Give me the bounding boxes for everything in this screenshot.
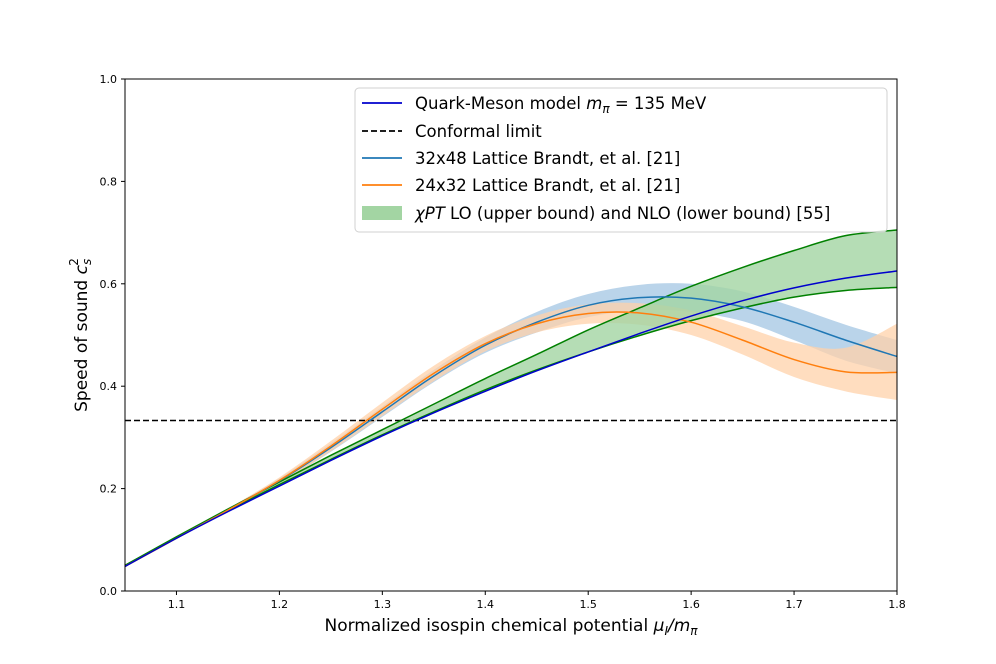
y-tick-label: 0.8 (100, 175, 118, 188)
y-tick-label: 0.4 (100, 380, 118, 393)
legend-label-conformal-limit: Conformal limit (415, 122, 542, 141)
x-tick-label: 1.2 (271, 598, 289, 611)
line-24x32-lattice (124, 311, 898, 568)
y-tick-label: 0.6 (100, 278, 118, 291)
legend-box (354, 87, 888, 233)
y-tick-label: 1.0 (100, 73, 118, 86)
x-tick-label: 1.1 (168, 598, 186, 611)
x-ticks: 1.1 1.2 1.3 1.4 1.5 1.6 1.7 1.8 (168, 591, 906, 611)
plot-frame (124, 78, 898, 592)
legend-label-chipt: χPT LO (upper bound) and NLO (lower boun… (414, 204, 830, 223)
legend-label-24x32-lattice: 24x32 Lattice Brandt, et al. [21] (415, 176, 680, 195)
y-axis-label: Speed of sound cs2 (67, 258, 94, 412)
line-quark-meson (124, 270, 898, 568)
x-axis-label: Normalized isospin chemical potential μI… (324, 616, 698, 638)
legend-label-32x48-lattice: 32x48 Lattice Brandt, et al. [21] (415, 149, 680, 168)
x-tick-label: 1.7 (785, 598, 803, 611)
x-tick-label: 1.6 (682, 598, 700, 611)
legend-swatch-chipt (362, 206, 402, 220)
band-chipt (125, 230, 897, 566)
y-tick-label: 0.0 (100, 585, 118, 598)
lines-layer (124, 229, 898, 568)
legend: Quark-Meson model mπ = 135 MeV Conformal… (354, 87, 888, 233)
legend-label-quark-meson: Quark-Meson model mπ = 135 MeV (415, 94, 707, 116)
line-chipt-lower (124, 286, 898, 567)
y-ticks: 0.0 0.2 0.4 0.6 0.8 1.0 (100, 73, 125, 598)
x-tick-label: 1.4 (477, 598, 495, 611)
y-tick-label: 0.2 (100, 483, 118, 496)
x-tick-label: 1.8 (888, 598, 906, 611)
x-tick-label: 1.5 (579, 598, 597, 611)
x-tick-label: 1.3 (374, 598, 392, 611)
bands-layer (125, 230, 897, 567)
